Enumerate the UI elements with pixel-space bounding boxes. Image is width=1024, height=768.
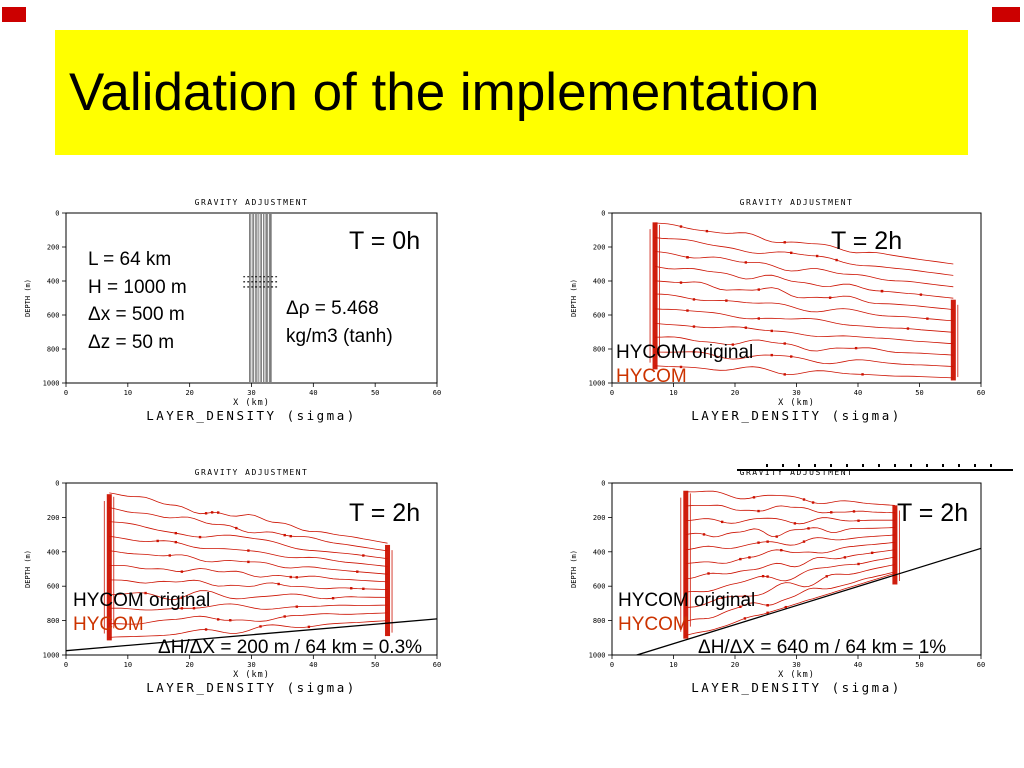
svg-text:400: 400 (47, 548, 60, 556)
svg-text:0: 0 (55, 480, 59, 488)
chart-initial-condition: GRAVITY ADJUSTMENT 0 200 400 600 800 1000 0 10 20… (24, 198, 441, 423)
svg-text:60: 60 (433, 661, 441, 669)
svg-text:1000: 1000 (589, 652, 606, 660)
svg-text:LAYER_DENSITY (sigma): LAYER_DENSITY (sigma) (146, 680, 357, 695)
legend-hycom-original-gentle: HYCOM original (73, 590, 211, 611)
svg-text:50: 50 (915, 661, 923, 669)
svg-text:400: 400 (47, 278, 60, 286)
svg-text:600: 600 (593, 583, 606, 591)
svg-text:GRAVITY ADJUSTMENT: GRAVITY ADJUSTMENT (195, 198, 309, 207)
title-banner: Validation of the implementation (55, 30, 968, 155)
svg-text:0: 0 (64, 389, 68, 397)
svg-text:40: 40 (309, 389, 317, 397)
param-dz: Δz = 50 m (88, 331, 175, 353)
svg-text:DEPTH (m): DEPTH (m) (570, 550, 578, 588)
svg-text:50: 50 (371, 661, 379, 669)
svg-text:60: 60 (977, 661, 985, 669)
svg-text:20: 20 (185, 389, 193, 397)
chart-gentle-slope-t2h: GRAVITY ADJUSTMENT 0 200 400 600 800 1000 0 10 20… (24, 468, 441, 695)
cropped-edge-artifact-line (737, 469, 1013, 471)
svg-text:0: 0 (610, 389, 614, 397)
svg-text:LAYER_DENSITY (sigma): LAYER_DENSITY (sigma) (146, 408, 357, 423)
svg-text:DEPTH (m): DEPTH (m) (24, 550, 32, 588)
svg-text:400: 400 (593, 548, 606, 556)
svg-text:LAYER_DENSITY (sigma): LAYER_DENSITY (sigma) (691, 680, 902, 695)
svg-text:200: 200 (47, 244, 60, 252)
red-corner-mark-left (2, 7, 26, 22)
svg-text:X (km): X (km) (233, 398, 270, 408)
svg-text:GRAVITY ADJUSTMENT: GRAVITY ADJUSTMENT (195, 468, 309, 477)
svg-text:10: 10 (669, 661, 677, 669)
time-label-gentle-slope: T = 2h (349, 499, 421, 527)
param-dx: Δx = 500 m (88, 304, 185, 325)
svg-text:60: 60 (977, 389, 985, 397)
svg-text:1000: 1000 (43, 652, 60, 660)
param-depth: H = 1000 m (88, 276, 187, 298)
svg-text:800: 800 (593, 346, 606, 354)
svg-text:0: 0 (64, 661, 68, 669)
svg-text:50: 50 (915, 389, 923, 397)
legend-hycom-original-steep: HYCOM original (618, 590, 756, 611)
svg-text:800: 800 (47, 346, 60, 354)
svg-text:600: 600 (593, 312, 606, 320)
svg-text:40: 40 (854, 389, 862, 397)
svg-text:0: 0 (601, 210, 605, 218)
slope-label-steep: ΔH/ΔX = 640 m / 64 km = 1% (698, 637, 947, 658)
svg-text:10: 10 (669, 389, 677, 397)
red-corner-mark-right (992, 7, 1020, 22)
svg-text:30: 30 (792, 661, 800, 669)
density-units: kg/m3 (tanh) (286, 325, 393, 347)
svg-text:0: 0 (610, 661, 614, 669)
svg-text:200: 200 (593, 514, 606, 522)
legend-hycom-steep: HYCOM (618, 614, 689, 635)
svg-text:20: 20 (731, 661, 739, 669)
time-label-flat: T = 2h (831, 227, 903, 255)
svg-text:X (km): X (km) (233, 670, 270, 680)
svg-text:800: 800 (593, 617, 606, 625)
svg-text:30: 30 (247, 389, 255, 397)
density-anomaly-note: Δρ = 5.468 kg/m3 (tanh) (286, 295, 393, 350)
svg-text:20: 20 (731, 389, 739, 397)
svg-text:0: 0 (601, 480, 605, 488)
svg-text:10: 10 (124, 661, 132, 669)
svg-text:GRAVITY ADJUSTMENT: GRAVITY ADJUSTMENT (740, 198, 854, 207)
param-domain-length: L = 64 km (88, 249, 172, 270)
svg-text:X (km): X (km) (778, 398, 815, 408)
svg-text:DEPTH (m): DEPTH (m) (570, 279, 578, 317)
svg-text:800: 800 (47, 617, 60, 625)
svg-text:1000: 1000 (589, 380, 606, 388)
legend-hycom-flat: HYCOM (616, 366, 687, 387)
svg-text:30: 30 (792, 389, 800, 397)
svg-text:40: 40 (309, 661, 317, 669)
density-value: Δρ = 5.468 (286, 298, 379, 319)
svg-text:0: 0 (55, 210, 59, 218)
svg-text:X (km): X (km) (778, 670, 815, 680)
slide-title: Validation of the implementation (69, 62, 820, 122)
svg-text:LAYER_DENSITY (sigma): LAYER_DENSITY (sigma) (691, 408, 902, 423)
svg-text:60: 60 (433, 389, 441, 397)
chart-flat-bottom-t2h: GRAVITY ADJUSTMENT 0 200 400 600 800 1000 0 10 20… (570, 198, 985, 423)
time-label-steep-slope: T = 2h (897, 499, 969, 527)
svg-text:50: 50 (371, 389, 379, 397)
svg-text:600: 600 (47, 312, 60, 320)
legend-hycom-gentle: HYCOM (73, 614, 144, 635)
svg-text:30: 30 (247, 661, 255, 669)
slope-label-gentle: ΔH/ΔX = 200 m / 64 km = 0.3% (158, 637, 423, 658)
svg-text:40: 40 (854, 661, 862, 669)
svg-text:200: 200 (47, 514, 60, 522)
cropped-edge-artifact-dashes (766, 464, 992, 467)
svg-text:400: 400 (593, 278, 606, 286)
svg-text:DEPTH (m): DEPTH (m) (24, 279, 32, 317)
legend-hycom-original-flat: HYCOM original (616, 342, 754, 363)
svg-text:1000: 1000 (43, 380, 60, 388)
model-parameters: L = 64 km H = 1000 m Δx = 500 m Δz = 50 … (88, 246, 187, 356)
svg-text:20: 20 (185, 661, 193, 669)
svg-text:200: 200 (593, 244, 606, 252)
time-label-initial: T = 0h (349, 227, 421, 255)
svg-text:600: 600 (47, 583, 60, 591)
chart-steep-slope-t2h: GRAVITY ADJUSTMENT 0 200 400 600 800 1000 0 10 20… (570, 468, 985, 695)
svg-text:10: 10 (124, 389, 132, 397)
svg-text:GRAVITY ADJUSTMENT: GRAVITY ADJUSTMENT (740, 468, 854, 477)
